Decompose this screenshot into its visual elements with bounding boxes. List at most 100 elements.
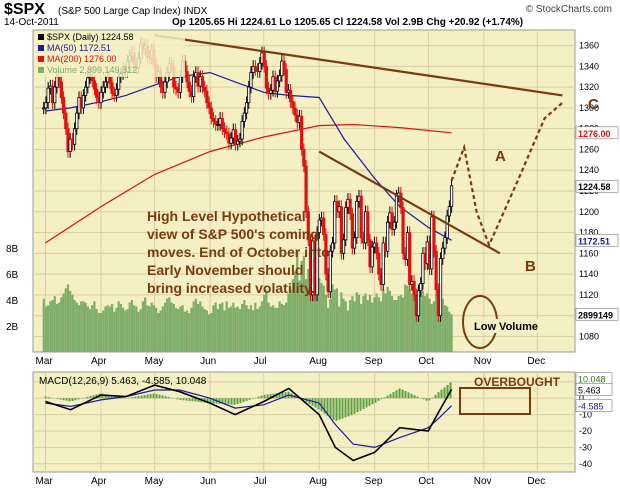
volume-bar [274, 307, 277, 352]
volume-bar [243, 300, 246, 352]
legend-swatch [38, 56, 44, 62]
macd-histogram-bar [74, 398, 77, 401]
legend-ma200: MA(200) 1276.00 [47, 54, 117, 64]
volume-bar [406, 285, 409, 352]
volume-bar [58, 302, 61, 352]
volume-bar [247, 309, 250, 352]
macd-histogram-bar [266, 394, 269, 399]
y-tick-label: 1180 [579, 228, 598, 238]
macd-histogram-bar [329, 398, 332, 418]
macd-histogram-bar [404, 391, 407, 399]
volume-bar [110, 303, 114, 352]
volume-bar [364, 293, 367, 352]
macd-histogram-bar [155, 393, 158, 399]
macd-histogram-bar [227, 398, 230, 405]
macd-histogram-bar [242, 398, 245, 402]
candle-body [348, 198, 352, 215]
volume-bar [216, 309, 219, 352]
volume-bar [342, 298, 345, 352]
y-tick-label: 1360 [579, 41, 599, 51]
volume-bar [338, 306, 341, 352]
volume-bar [329, 298, 332, 352]
macd-histogram-bar [269, 394, 272, 399]
candle-body [92, 80, 97, 90]
macd-histogram-bar [380, 398, 383, 400]
volume-bar [426, 293, 429, 352]
volume-bar [399, 294, 402, 352]
y-tick-label: 1140 [579, 269, 598, 279]
candle-body [178, 76, 183, 93]
macd-histogram-bar [77, 398, 80, 400]
close-price-tag-bg [575, 179, 619, 193]
macd-histogram-bar [71, 398, 74, 401]
volume-bar [271, 305, 275, 352]
legend-ma50: MA(50) 1172.51 [47, 43, 111, 53]
volume-bar [377, 297, 380, 352]
macd-histogram-bar [413, 395, 416, 399]
volume-bar [349, 300, 352, 352]
macd-signal-tag-bg [575, 399, 613, 412]
volume-bar [84, 302, 87, 352]
macd-histogram-bar [353, 398, 356, 414]
macd-histogram-bar [101, 393, 104, 399]
volume-bar [335, 288, 339, 352]
annotation-line: view of S&P 500's coming [147, 226, 319, 242]
ma200-tag-bg [575, 126, 619, 140]
volume-bar [287, 293, 290, 352]
candle-body [174, 86, 178, 90]
macd-histogram-bar [275, 393, 278, 399]
macd-histogram-bar [236, 398, 239, 404]
macd-histogram-bar [221, 398, 224, 404]
trendline-resistance [154, 34, 563, 97]
legend-volume: Volume 2,899,149,312 [47, 65, 137, 75]
macd-histogram-bar [68, 398, 71, 402]
macd-histogram-bar [263, 394, 266, 399]
macd-histogram-bar [314, 398, 317, 408]
candle-body [86, 77, 90, 88]
candle-body [61, 97, 66, 114]
candle-body [412, 280, 416, 296]
candle-body [375, 242, 379, 254]
candle-body [114, 88, 119, 96]
volume-tick-label: 8B [6, 244, 19, 255]
volume-bar [62, 293, 65, 352]
volume-bar [133, 305, 136, 352]
candle-body [315, 232, 319, 296]
volume-bar [241, 303, 244, 352]
volume-bar [155, 307, 158, 352]
candle-body [209, 107, 213, 119]
macd-signal-line [45, 389, 453, 449]
volume-bar [430, 303, 433, 352]
candle-body [390, 212, 394, 230]
macd-histogram-bar [176, 398, 179, 400]
ma200-tag: 1276.00 [578, 129, 611, 139]
candle-body [401, 207, 405, 254]
volume-bar [344, 301, 347, 352]
volume-bar [258, 306, 261, 352]
candle-body [322, 217, 326, 236]
macd-histogram-bar [317, 398, 320, 410]
volume-bar [73, 300, 76, 352]
candle-body [291, 101, 295, 109]
macd-x-tick-label: Mar [36, 476, 54, 487]
candle-body [211, 117, 216, 122]
macd-y-tick-label: -10 [579, 410, 592, 420]
macd-histogram-bar [398, 388, 401, 399]
macd-histogram-bar [134, 396, 137, 399]
volume-bar [252, 310, 255, 352]
candle-body [392, 221, 396, 230]
volume-bar [80, 301, 83, 352]
candle-body [262, 52, 266, 67]
macd-histogram-bar [443, 387, 446, 399]
macd-x-tick-label: Jun [200, 476, 216, 487]
volume-bar [77, 305, 81, 352]
volume-bar [355, 292, 358, 352]
volume-bar [168, 297, 171, 352]
volume-bar [267, 302, 270, 352]
volume-bar [88, 309, 92, 352]
macd-x-tick-label: Oct [418, 476, 434, 487]
candle-body [438, 258, 443, 317]
candle-body [53, 86, 57, 104]
volume-bar [207, 314, 211, 352]
